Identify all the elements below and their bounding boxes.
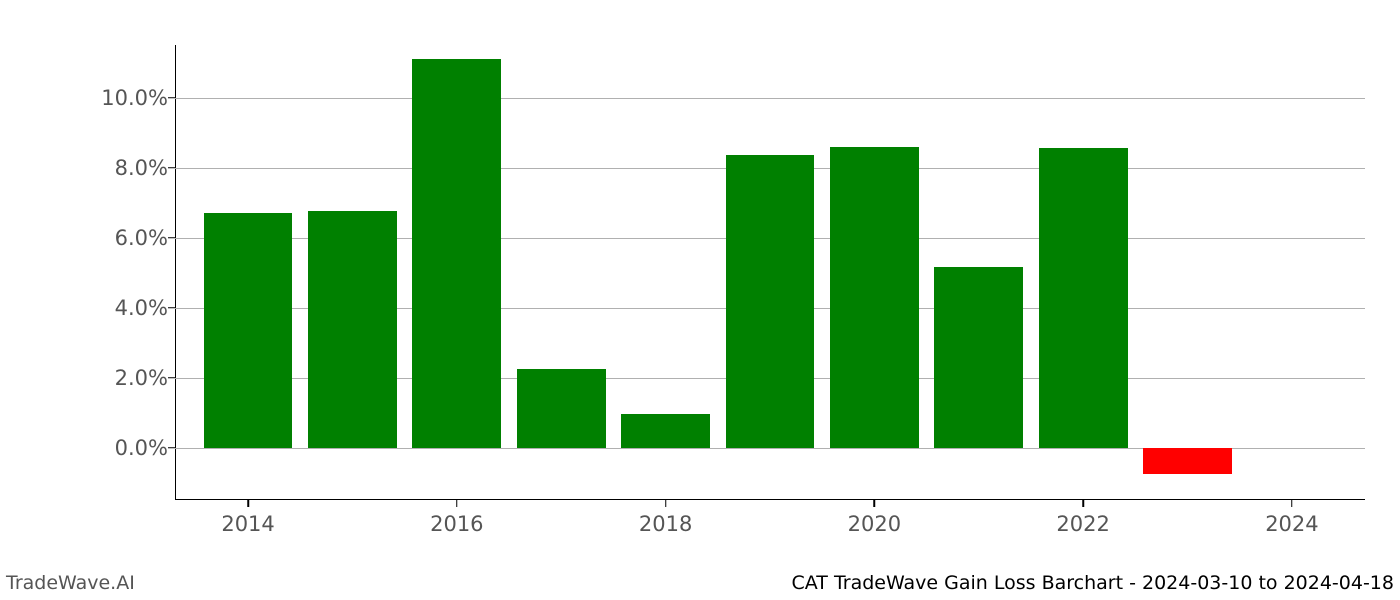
footer-brand: TradeWave.AI [6,572,135,594]
xtick-mark [456,500,458,507]
ytick-label: 10.0% [101,86,168,110]
ytick-label: 0.0% [115,436,168,460]
ytick-mark [168,447,175,449]
bar [1143,448,1232,474]
xtick-label: 2016 [430,512,483,536]
ytick-mark [168,167,175,169]
bar [934,267,1023,447]
xtick-mark [247,500,249,507]
xtick-label: 2024 [1265,512,1318,536]
ytick-mark [168,97,175,99]
xtick-mark [665,500,667,507]
xtick-label: 2020 [848,512,901,536]
bar [830,147,919,448]
gridline [175,98,1365,99]
xtick-label: 2018 [639,512,692,536]
ytick-mark [168,307,175,309]
ytick-mark [168,237,175,239]
bar [1039,148,1128,447]
xtick-label: 2022 [1056,512,1109,536]
bar [412,59,501,448]
xtick-mark [874,500,876,507]
footer-caption: CAT TradeWave Gain Loss Barchart - 2024-… [792,572,1394,594]
bar [621,414,710,447]
bar [517,369,606,448]
ytick-label: 6.0% [115,226,168,250]
ytick-mark [168,377,175,379]
xtick-mark [1291,500,1293,507]
xtick-label: 2014 [221,512,274,536]
ytick-label: 4.0% [115,296,168,320]
bar [308,211,397,447]
bar [726,155,815,447]
bar [204,213,293,448]
ytick-label: 2.0% [115,366,168,390]
ytick-label: 8.0% [115,156,168,180]
xtick-mark [1082,500,1084,507]
